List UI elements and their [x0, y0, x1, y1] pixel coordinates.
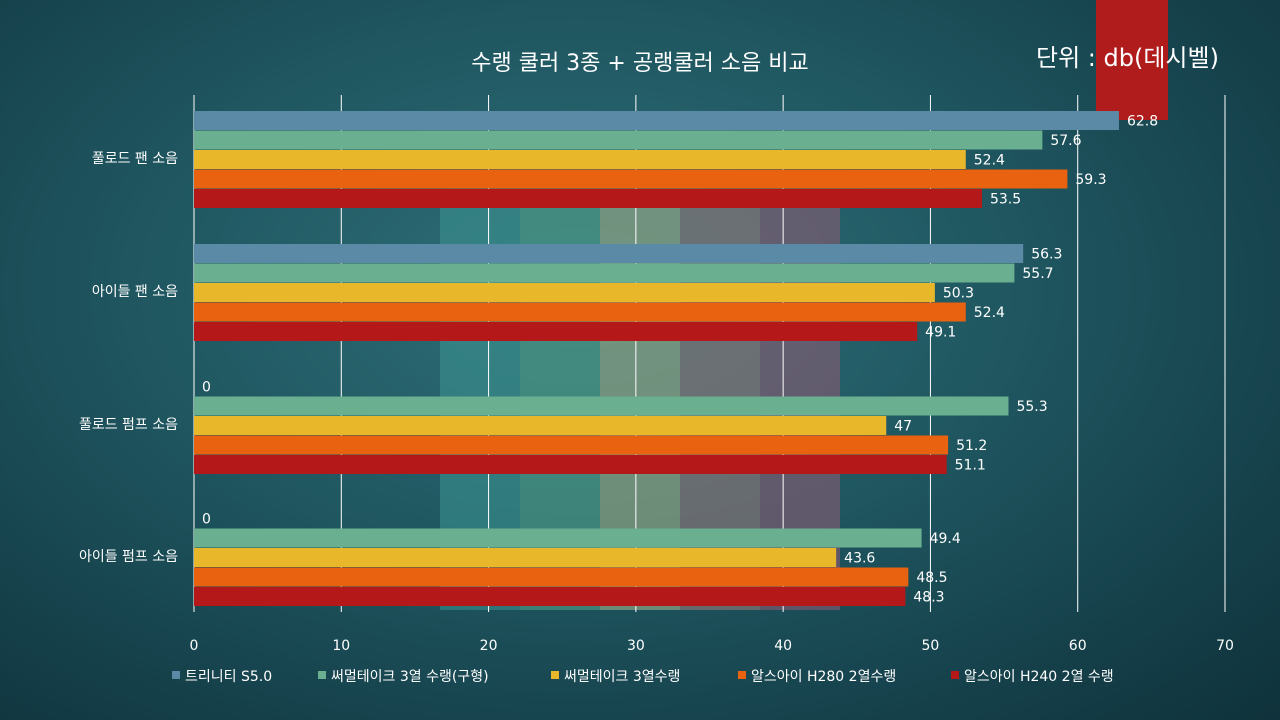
bar: [194, 169, 1068, 189]
data-label: 57.6: [1050, 133, 1081, 149]
data-labels: 62.857.652.459.353.556.355.750.352.449.1…: [202, 114, 1158, 606]
bar: [194, 416, 887, 435]
chart-title: 수랭 쿨러 3종 + 공랭쿨러 소음 비교: [471, 51, 809, 76]
bar: [194, 435, 949, 455]
data-label: 48.5: [916, 570, 947, 586]
bar: [194, 283, 935, 302]
data-label: 51.2: [956, 438, 987, 454]
data-label: 53.5: [990, 192, 1021, 208]
legend-label: 써멀테이크 3열수랭: [564, 669, 680, 685]
data-label: 52.4: [974, 305, 1005, 321]
bar: [194, 396, 1009, 416]
x-tick-label: 60: [1069, 638, 1087, 654]
bar: [194, 587, 906, 606]
bar: [194, 567, 909, 587]
legend-swatch: [951, 671, 959, 679]
bar: [194, 150, 966, 169]
x-tick-label: 10: [332, 638, 350, 654]
data-label: 56.3: [1031, 247, 1062, 263]
data-label: 55.3: [1016, 399, 1047, 415]
legend-label: 알스아이 H280 2열수랭: [751, 669, 896, 685]
legend-label: 써멀테이크 3열 수랭(구형): [331, 669, 489, 685]
data-label: 62.8: [1127, 114, 1158, 130]
legend-label: 트리니티 S5.0: [185, 669, 272, 685]
bar: [194, 244, 1024, 263]
bar: [194, 302, 966, 322]
x-tick-label: 30: [627, 638, 645, 654]
category-label: 풀로드 팬 소음: [92, 151, 178, 167]
x-tick-label: 70: [1216, 638, 1234, 654]
bar: [194, 189, 982, 208]
category-label: 아이들 팬 소음: [92, 284, 178, 300]
category-label: 풀로드 펌프 소음: [79, 417, 178, 433]
bar: [194, 528, 922, 548]
legend-swatch: [551, 671, 559, 679]
data-label: 47: [894, 419, 912, 435]
data-label: 59.3: [1075, 172, 1106, 188]
x-tick-label: 20: [480, 638, 498, 654]
legend-swatch: [738, 671, 746, 679]
x-axis-ticks: 0 10 20 30 40 50 60 70: [190, 638, 1234, 654]
legend-swatch: [318, 671, 326, 679]
bar: [194, 111, 1119, 130]
legend-swatch: [172, 671, 180, 679]
bar: [194, 322, 918, 341]
x-tick-label: 50: [922, 638, 940, 654]
x-tick-label: 40: [774, 638, 792, 654]
data-label: 0: [202, 380, 211, 396]
category-label: 아이들 펌프 소음: [79, 549, 178, 565]
data-label: 51.1: [955, 458, 986, 474]
legend: 트리니티 S5.0 써멀테이크 3열 수랭(구형) 써멀테이크 3열수랭 알스아이 H…: [172, 669, 1114, 685]
data-label: 52.4: [974, 153, 1005, 169]
data-label: 49.4: [930, 531, 961, 547]
bar: [194, 263, 1015, 283]
data-label: 50.3: [943, 286, 974, 302]
unit-label: 단위 : db(데시벨): [1036, 44, 1219, 72]
x-tick-label: 0: [190, 638, 199, 654]
bar: [194, 548, 837, 567]
legend-label: 알스아이 H240 2열 수랭: [964, 669, 1114, 685]
unit-tab: [1096, 0, 1168, 120]
bar: [194, 455, 947, 474]
data-label: 0: [202, 512, 211, 528]
bar: [194, 130, 1043, 150]
data-label: 48.3: [913, 590, 944, 606]
data-label: 43.6: [844, 551, 875, 567]
bars: [194, 111, 1119, 606]
data-label: 49.1: [925, 325, 956, 341]
data-label: 55.7: [1022, 266, 1053, 282]
